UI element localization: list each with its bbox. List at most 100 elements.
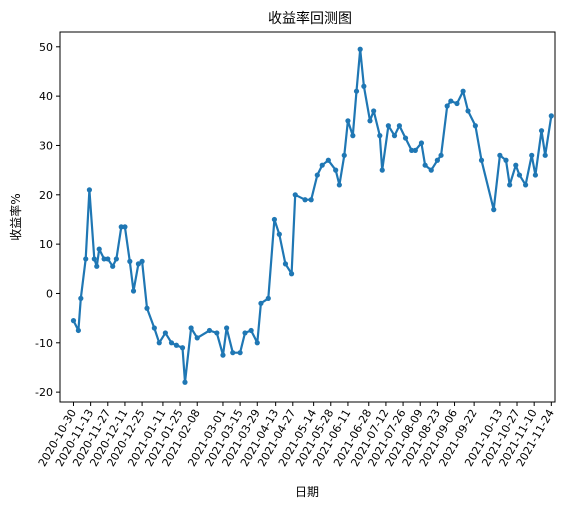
- data-point: [83, 256, 89, 262]
- data-point: [214, 330, 220, 336]
- y-axis-label: 收益率%: [8, 193, 23, 240]
- data-point: [529, 152, 535, 158]
- data-point: [151, 325, 157, 331]
- data-point: [538, 128, 545, 134]
- data-point: [258, 300, 264, 306]
- data-point: [460, 88, 466, 94]
- data-point: [122, 224, 128, 230]
- data-point: [168, 340, 175, 346]
- data-point: [179, 345, 186, 351]
- data-point: [371, 108, 377, 114]
- chart-title: 收益率回测图: [268, 10, 352, 27]
- data-point: [101, 256, 107, 262]
- y-tick-label: 30: [39, 139, 53, 152]
- data-point: [542, 152, 548, 158]
- y-tick-label: 20: [39, 189, 53, 202]
- data-point: [110, 263, 116, 269]
- data-point: [319, 162, 325, 168]
- data-point: [230, 350, 236, 356]
- data-point: [156, 340, 162, 346]
- plot-frame: [59, 31, 556, 403]
- data-point: [503, 157, 509, 163]
- data-point: [206, 327, 213, 334]
- data-point: [288, 271, 295, 277]
- data-point: [94, 263, 100, 269]
- data-point: [350, 133, 356, 139]
- data-point: [308, 197, 314, 203]
- data-point: [237, 350, 243, 356]
- data-point: [434, 157, 440, 163]
- data-point: [254, 340, 260, 346]
- data-point: [396, 123, 402, 129]
- data-point: [265, 295, 271, 301]
- data-point: [162, 330, 168, 336]
- data-point: [377, 133, 383, 139]
- data-point: [302, 197, 308, 203]
- data-point: [70, 318, 77, 324]
- data-point: [412, 147, 418, 153]
- y-axis: -20 -10 0 10 20 30 40 50: [35, 41, 60, 399]
- x-axis-label: 日期: [295, 485, 319, 499]
- data-point: [428, 167, 434, 173]
- data-point: [361, 83, 367, 89]
- data-point: [507, 182, 513, 188]
- data-point: [454, 100, 460, 107]
- data-point: [78, 295, 84, 301]
- data-point: [385, 123, 391, 129]
- data-point: [182, 379, 188, 385]
- data-point: [532, 172, 538, 178]
- data-point: [548, 113, 554, 119]
- data-point: [379, 167, 385, 173]
- y-tick-label: 50: [39, 41, 53, 54]
- data-point: [333, 167, 339, 173]
- data-point: [292, 192, 298, 198]
- y-tick-label: 10: [39, 238, 53, 251]
- data-point: [118, 224, 124, 230]
- data-point: [105, 256, 111, 262]
- data-point: [448, 98, 454, 104]
- series-group: [70, 46, 554, 385]
- data-point: [96, 246, 102, 252]
- data-point: [391, 133, 398, 139]
- data-point: [472, 123, 478, 129]
- data-point: [271, 216, 278, 223]
- data-point: [402, 135, 409, 141]
- data-point: [113, 256, 119, 262]
- y-tick-label: -10: [35, 337, 53, 350]
- x-axis: 2020-10-302020-11-132020-11-272020-12-11…: [36, 402, 557, 469]
- data-point: [242, 330, 248, 336]
- data-point: [491, 207, 497, 213]
- data-point: [91, 256, 97, 262]
- y-tick-label: -20: [35, 386, 53, 399]
- data-point: [282, 261, 289, 267]
- data-point: [314, 172, 320, 178]
- data-point: [127, 258, 133, 264]
- data-point: [188, 325, 194, 331]
- y-tick-label: 40: [39, 90, 53, 103]
- data-point: [353, 88, 360, 94]
- data-point: [345, 118, 351, 124]
- data-point: [357, 46, 363, 52]
- data-point: [516, 172, 523, 178]
- data-point: [135, 261, 142, 267]
- data-point: [444, 103, 450, 109]
- data-point: [522, 182, 529, 188]
- data-point: [144, 305, 150, 311]
- data-point: [336, 182, 342, 188]
- data-point: [409, 147, 415, 153]
- data-point: [248, 327, 254, 334]
- series-line: [72, 48, 553, 384]
- data-point: [130, 288, 137, 294]
- data-point: [139, 258, 145, 264]
- data-point: [194, 335, 200, 341]
- data-point: [513, 162, 519, 168]
- data-point: [418, 140, 425, 146]
- data-point: [325, 157, 331, 163]
- data-point: [173, 342, 179, 348]
- data-point: [367, 118, 373, 124]
- y-tick-label: 0: [46, 287, 53, 300]
- data-point: [341, 152, 347, 158]
- data-point: [220, 352, 226, 358]
- data-point: [497, 152, 503, 158]
